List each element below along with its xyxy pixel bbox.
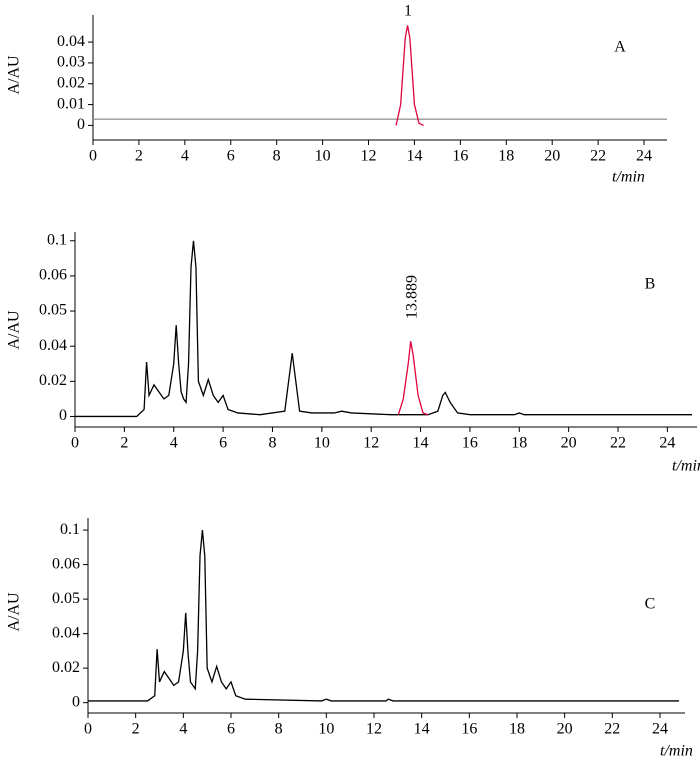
- y-tick-label: 0.04: [57, 33, 85, 50]
- x-tick-label: 4: [170, 435, 178, 452]
- x-axis-label: t/min: [612, 169, 645, 186]
- y-tick-label: 0.06: [39, 267, 67, 284]
- x-tick-label: 24: [636, 148, 652, 165]
- y-tick-label: 0: [72, 693, 80, 710]
- y-axis-label: A/AU: [6, 592, 23, 632]
- x-tick-label: 18: [511, 435, 527, 452]
- y-tick-label: 0.05: [39, 302, 67, 319]
- x-tick-label: 10: [314, 435, 330, 452]
- y-tick-label: 0.02: [52, 659, 80, 676]
- y-tick-label: 0.03: [57, 54, 85, 71]
- peak-label: 13.889: [404, 275, 421, 319]
- y-tick-label: 0.02: [57, 74, 85, 91]
- x-tick-label: 8: [275, 721, 283, 738]
- x-tick-label: 4: [179, 721, 187, 738]
- x-tick-label: 10: [318, 721, 334, 738]
- trace: [395, 25, 424, 127]
- trace: [88, 530, 680, 702]
- x-tick-label: 12: [366, 721, 382, 738]
- y-axis-label: A/AU: [6, 310, 23, 350]
- x-tick-label: 0: [71, 435, 79, 452]
- x-tick-label: 12: [363, 435, 379, 452]
- x-tick-label: 6: [227, 721, 235, 738]
- x-tick-label: 6: [219, 435, 227, 452]
- x-tick-label: 24: [652, 721, 668, 738]
- x-tick-label: 4: [181, 148, 189, 165]
- peak-label: 1: [404, 3, 412, 20]
- x-tick-label: 16: [462, 435, 478, 452]
- x-tick-label: 20: [561, 435, 577, 452]
- x-tick-label: 0: [89, 148, 97, 165]
- x-tick-label: 14: [414, 721, 430, 738]
- x-tick-label: 18: [498, 148, 514, 165]
- x-tick-label: 0: [84, 721, 92, 738]
- x-tick-label: 2: [132, 721, 140, 738]
- x-tick-label: 16: [461, 721, 477, 738]
- x-tick-label: 14: [406, 148, 422, 165]
- x-axis-label: t/min: [672, 458, 700, 475]
- panel-label: A: [614, 39, 626, 56]
- x-tick-label: 18: [509, 721, 525, 738]
- trace: [397, 341, 429, 416]
- y-tick-label: 0.06: [52, 555, 80, 572]
- y-tick-label: 0.01: [57, 95, 85, 112]
- panel-label: C: [645, 596, 656, 613]
- x-tick-label: 12: [361, 148, 377, 165]
- x-tick-label: 22: [610, 435, 626, 452]
- x-tick-label: 20: [557, 721, 573, 738]
- y-tick-label: 0: [59, 407, 67, 424]
- trace: [75, 240, 693, 418]
- x-tick-label: 14: [413, 435, 429, 452]
- x-tick-label: 8: [273, 148, 281, 165]
- y-tick-label: 0.04: [52, 624, 80, 641]
- y-tick-label: 0.05: [52, 590, 80, 607]
- x-tick-label: 16: [452, 148, 468, 165]
- x-tick-label: 20: [544, 148, 560, 165]
- y-tick-label: 0.04: [39, 337, 67, 354]
- y-tick-label: 0.1: [47, 231, 67, 248]
- panel-label: B: [645, 276, 656, 293]
- y-tick-label: 0.02: [39, 372, 67, 389]
- x-axis-label: t/min: [660, 743, 693, 760]
- x-tick-label: 22: [590, 148, 606, 165]
- y-tick-label: 0.1: [60, 521, 80, 538]
- x-tick-label: 2: [135, 148, 143, 165]
- x-tick-label: 10: [315, 148, 331, 165]
- y-axis-label: A/AU: [6, 55, 23, 95]
- x-tick-label: 22: [604, 721, 620, 738]
- x-tick-label: 2: [120, 435, 128, 452]
- y-tick-label: 0: [77, 116, 85, 133]
- x-tick-label: 24: [659, 435, 675, 452]
- x-tick-label: 6: [227, 148, 235, 165]
- x-tick-label: 8: [268, 435, 276, 452]
